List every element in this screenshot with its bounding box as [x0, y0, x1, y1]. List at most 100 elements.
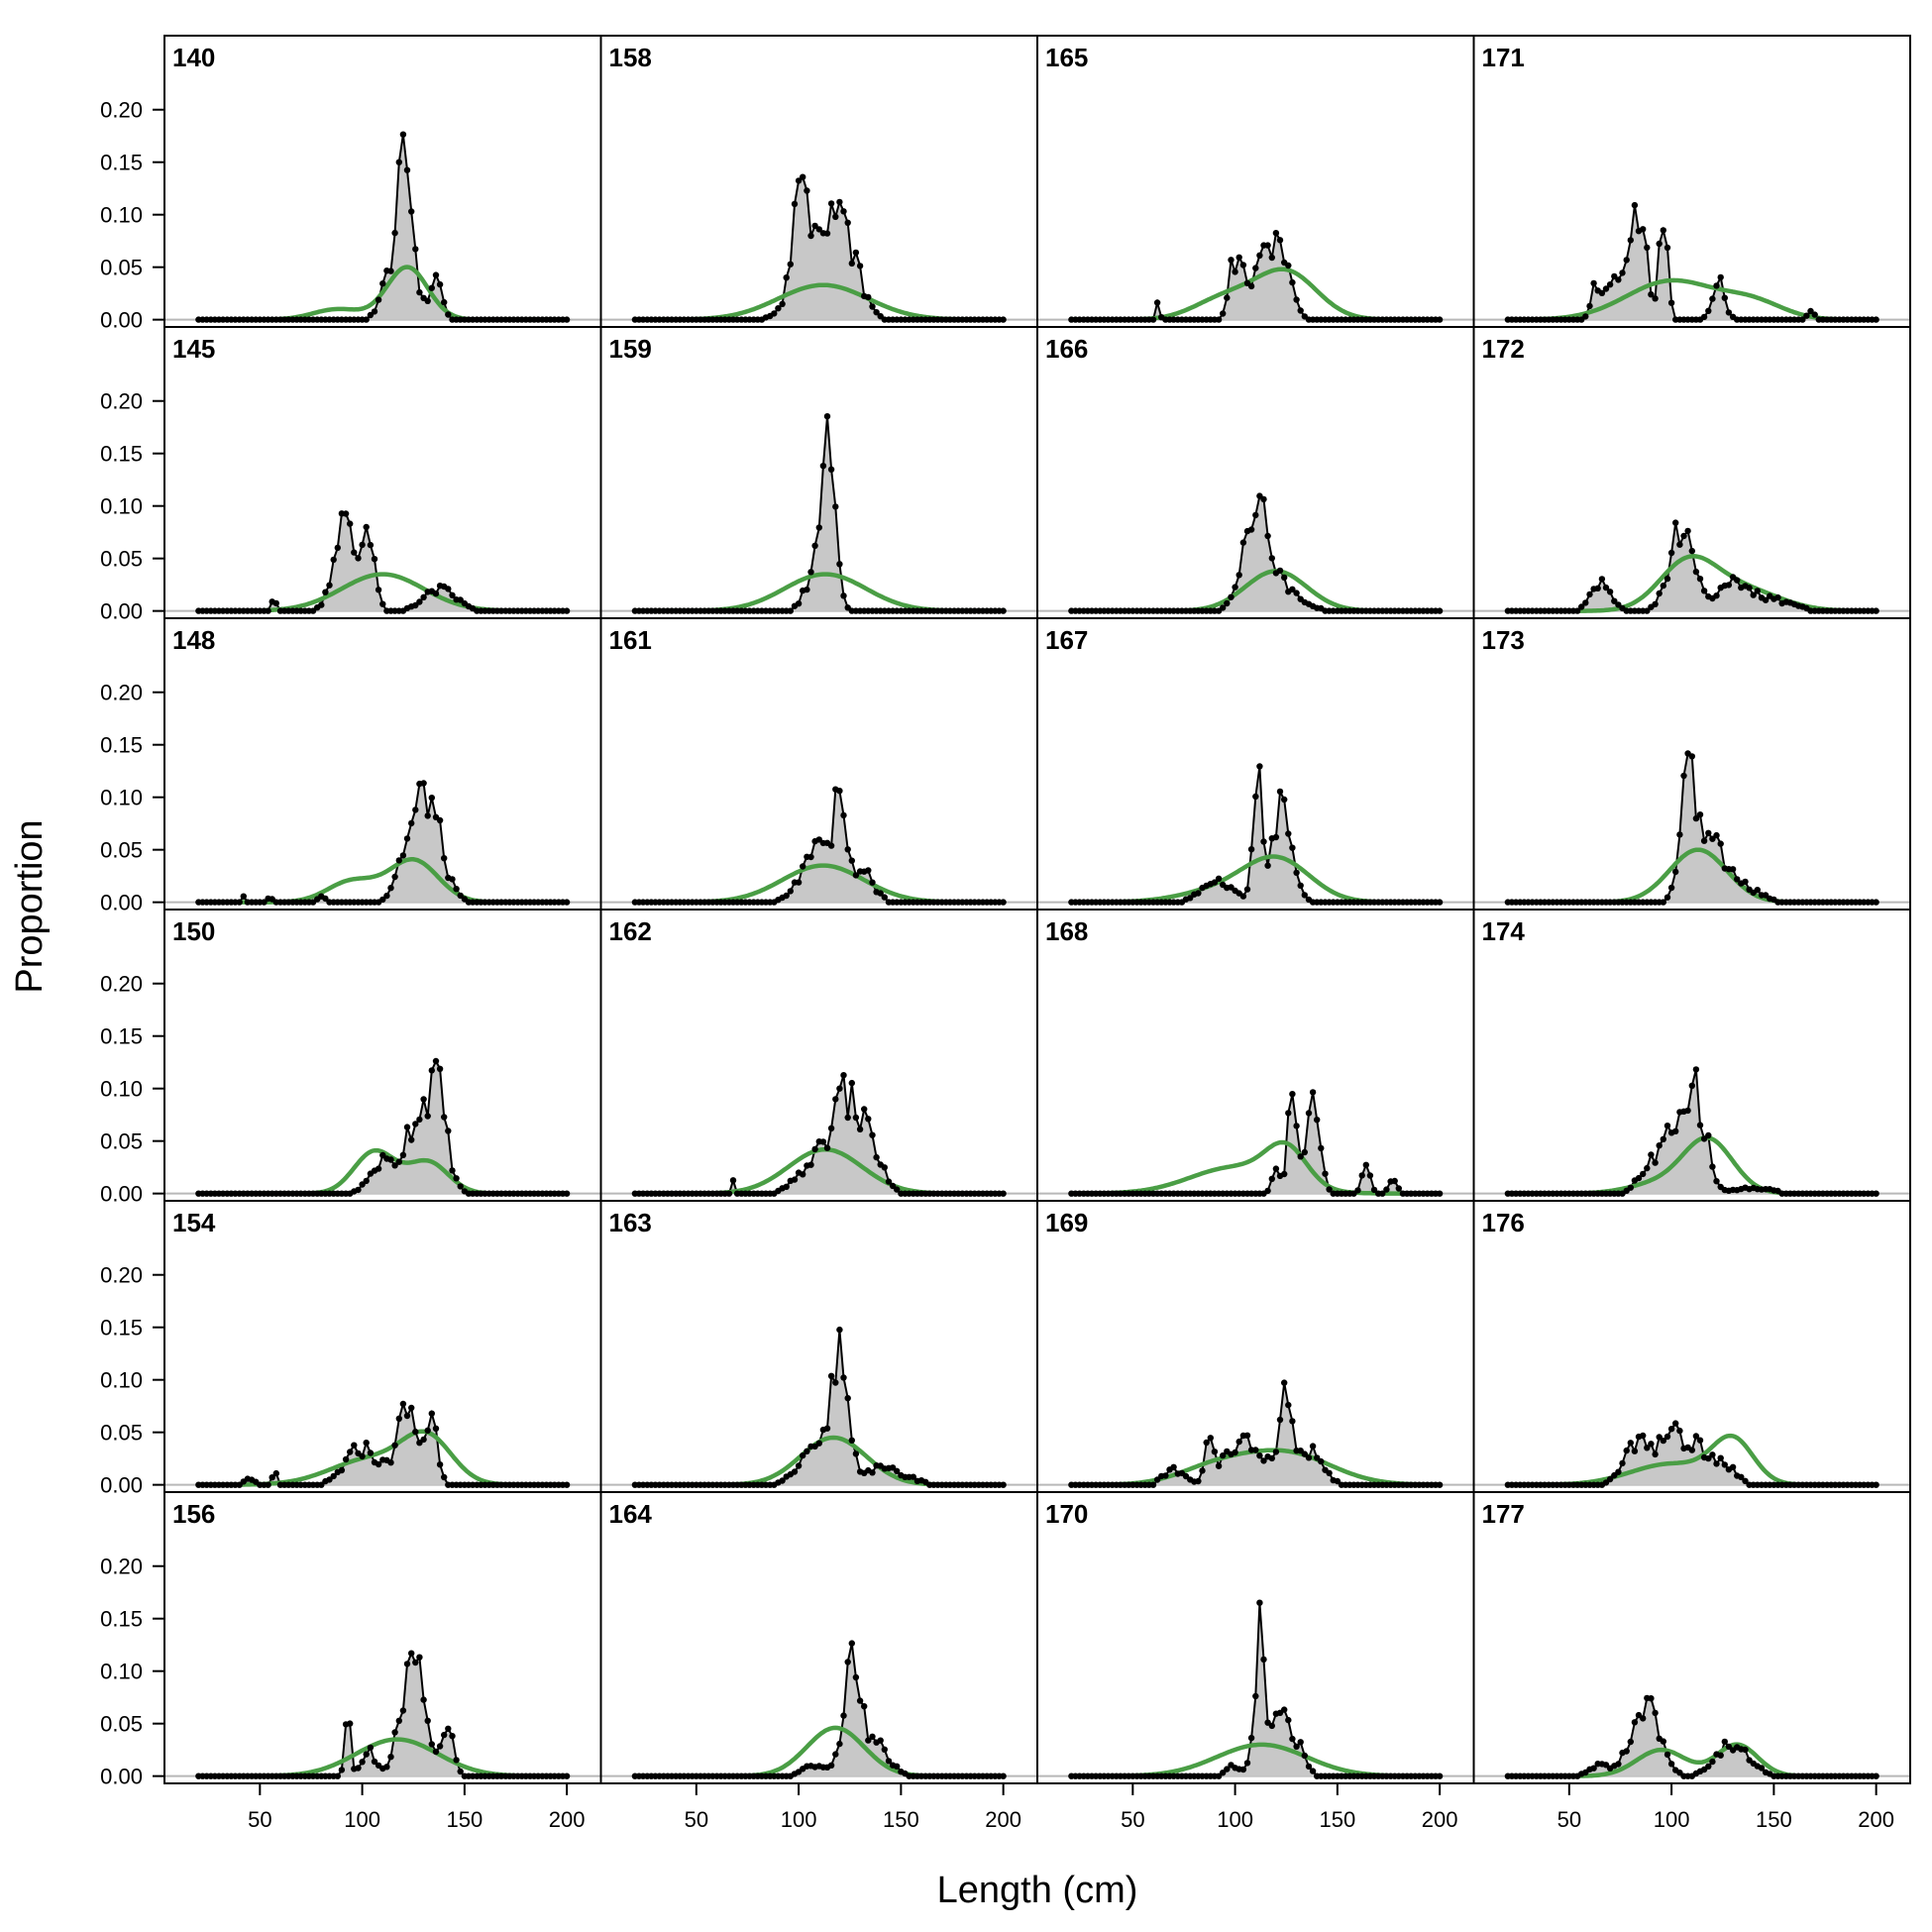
observed-point	[1586, 302, 1593, 310]
x-tick-label: 150	[1756, 1807, 1792, 1832]
observed-point	[1803, 312, 1810, 319]
observed-point	[1256, 1599, 1263, 1606]
observed-point	[1297, 1153, 1304, 1160]
observed-point	[823, 1425, 831, 1432]
observed-point	[881, 894, 888, 901]
observed-point	[457, 1768, 464, 1775]
observed-point	[1648, 291, 1655, 298]
observed-point	[375, 1460, 382, 1468]
observed-point	[563, 1190, 571, 1197]
observed-point	[399, 1707, 407, 1714]
observed-point	[1252, 511, 1259, 519]
panel-label: 145	[172, 334, 215, 364]
y-tick-label: 0.05	[100, 838, 143, 863]
observed-point	[399, 1151, 407, 1159]
observed-point	[1709, 1758, 1716, 1766]
observed-point	[403, 166, 411, 173]
observed-point	[881, 1746, 888, 1754]
observed-point	[1582, 313, 1589, 320]
observed-point	[787, 607, 794, 614]
panel-172: 172	[1472, 326, 1911, 619]
observed-point	[351, 549, 358, 556]
observed-point	[412, 1659, 419, 1666]
observed-point	[338, 1767, 346, 1773]
observed-point	[1239, 539, 1247, 546]
observed-point	[1366, 1172, 1374, 1179]
observed-point	[1391, 1177, 1398, 1185]
observed-line	[1507, 1696, 1877, 1777]
observed-point	[1590, 279, 1597, 287]
observed-point	[432, 590, 440, 597]
observed-point	[1660, 1135, 1667, 1143]
observed-point	[1640, 226, 1647, 233]
observed-point	[408, 1404, 415, 1412]
panel-label: 165	[1045, 43, 1088, 72]
observed-point	[1750, 591, 1757, 598]
observed-point	[375, 1165, 382, 1172]
observed-point	[1436, 1481, 1444, 1488]
panel-158: 158	[599, 35, 1038, 328]
observed-point	[1623, 1447, 1630, 1454]
observed-point	[1232, 584, 1238, 590]
observed-point	[1370, 1186, 1378, 1194]
observed-point	[1289, 586, 1296, 592]
observed-point	[383, 892, 390, 900]
observed-point	[367, 1449, 375, 1456]
observed-point	[800, 173, 806, 180]
observed-point	[1297, 1739, 1304, 1746]
observed-point	[1627, 1184, 1635, 1191]
observed-point	[1293, 869, 1300, 876]
panel-label: 172	[1482, 334, 1525, 364]
observed-point	[355, 1186, 362, 1194]
observed-point	[869, 303, 876, 310]
observed-point	[1289, 844, 1296, 851]
panel-167: 167	[1036, 617, 1475, 911]
observed-point	[1285, 830, 1292, 837]
observed-point	[1272, 1165, 1280, 1172]
observed-point	[852, 1450, 860, 1457]
observed-point	[832, 1379, 839, 1386]
y-tick-label: 0.10	[100, 1368, 143, 1393]
observed-point	[1713, 592, 1720, 599]
x-tick-label: 100	[1654, 1807, 1690, 1832]
panel-frame	[163, 1200, 602, 1493]
y-tick-label: 0.05	[100, 1129, 143, 1154]
panel-154: 154	[163, 1200, 602, 1493]
observed-point	[844, 1395, 851, 1402]
observed-point	[848, 1079, 855, 1087]
observed-point	[1807, 307, 1814, 315]
observed-point	[436, 1065, 444, 1073]
observed-line	[198, 512, 568, 612]
observed-point	[412, 806, 419, 813]
observed-point	[1272, 833, 1280, 841]
observed-point	[1717, 273, 1724, 281]
observed-point	[1873, 1481, 1879, 1488]
observed-point	[379, 896, 386, 904]
observed-point	[563, 607, 571, 614]
observed-area	[1507, 1697, 1877, 1776]
observed-point	[387, 1754, 394, 1761]
observed-point	[1590, 1765, 1597, 1771]
observed-point	[1281, 574, 1288, 582]
y-tick-label: 0.15	[100, 151, 143, 175]
panel-165: 165	[1036, 35, 1475, 328]
observed-point	[1873, 316, 1879, 323]
observed-point	[865, 867, 872, 874]
observed-point	[1436, 316, 1444, 323]
observed-area	[198, 1653, 568, 1776]
observed-point	[1696, 1122, 1704, 1128]
y-tick-label: 0.15	[100, 733, 143, 758]
observed-point	[563, 1772, 571, 1779]
observed-line	[1507, 204, 1877, 321]
observed-point	[807, 569, 814, 576]
observed-point	[1301, 892, 1309, 899]
observed-point	[363, 316, 370, 323]
observed-point	[449, 1167, 456, 1174]
y-tick-label: 0.10	[100, 786, 143, 810]
observed-point	[1000, 1481, 1007, 1488]
observed-area	[1071, 495, 1441, 611]
observed-point	[1717, 840, 1724, 847]
observed-point	[795, 1462, 803, 1469]
observed-point	[563, 1481, 571, 1488]
panel-159: 159	[599, 326, 1038, 619]
